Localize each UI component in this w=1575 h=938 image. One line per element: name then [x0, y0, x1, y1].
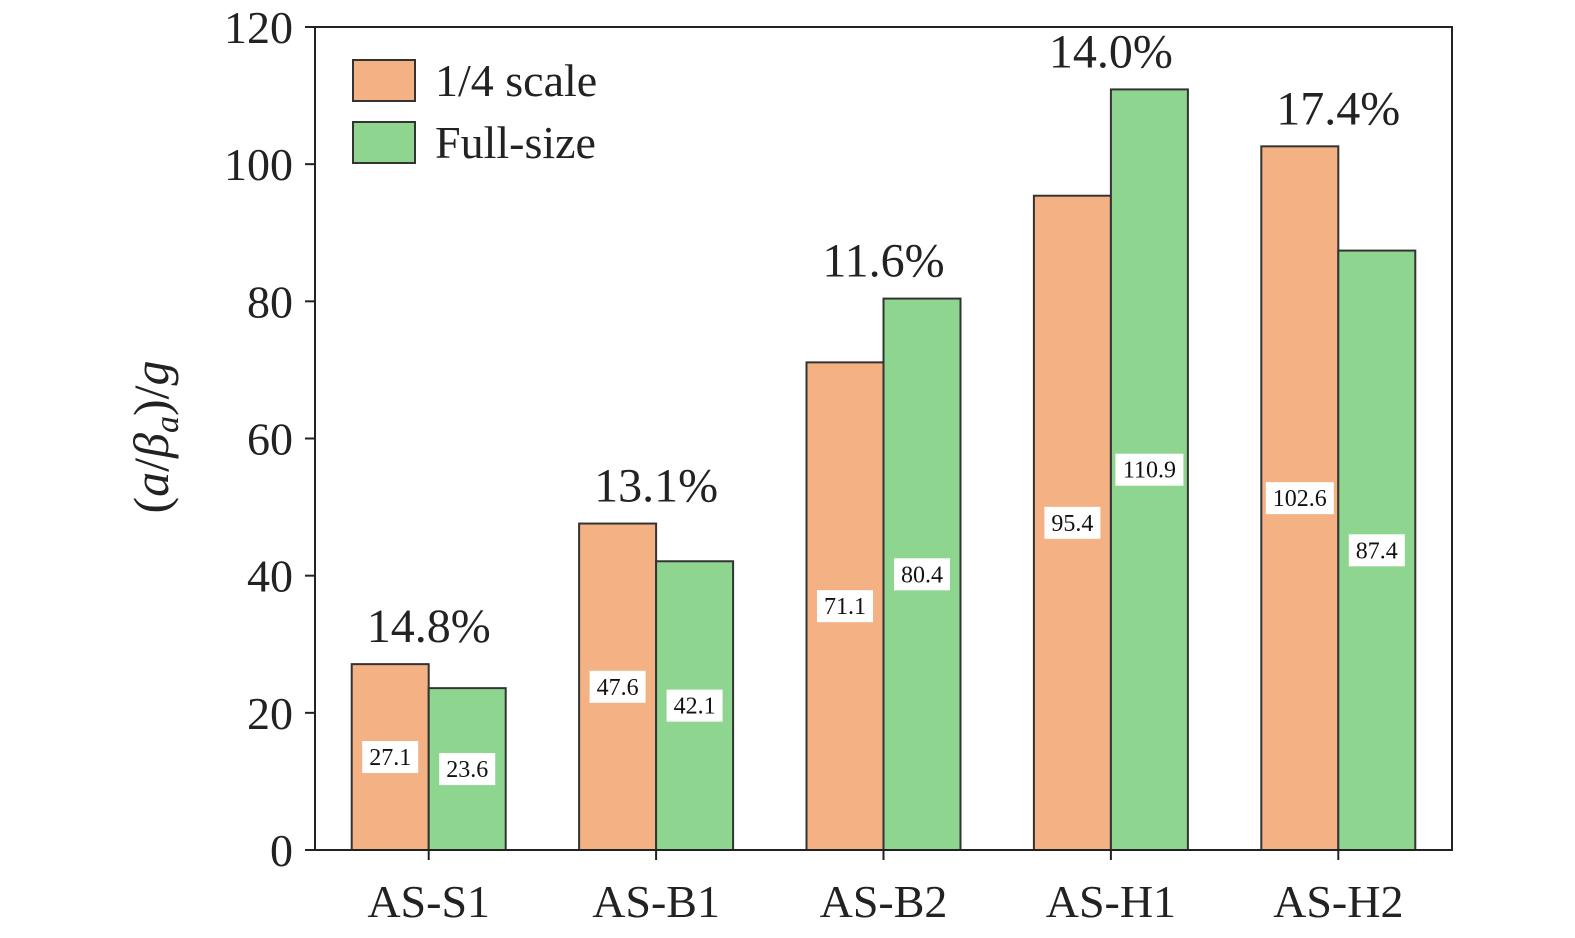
- y-tick-label-0: 0: [270, 825, 293, 876]
- y-tick-label-120: 120: [224, 2, 293, 53]
- legend-label-quarter-scale: 1/4 scale: [435, 55, 597, 106]
- data-label-full-size-as-b2: 80.4: [901, 562, 943, 588]
- data-label-box: [666, 689, 723, 722]
- y-tick-label-100: 100: [224, 139, 293, 190]
- data-label-quarter-scale-as-s1: 27.1: [369, 745, 411, 771]
- data-label-box: [1265, 482, 1334, 515]
- y-axis-label: (a/βa)/g: [123, 360, 186, 513]
- x-tick-label-as-s1: AS-S1: [367, 876, 490, 927]
- y-tick-label-40: 40: [247, 551, 293, 602]
- y-axis-label-slash-2: /: [123, 385, 179, 399]
- annotation-as-s1: 14.8%: [367, 600, 491, 653]
- y-tick-label-80: 80: [247, 276, 293, 327]
- legend-swatch-quarter-scale: [352, 59, 416, 102]
- bars-layer: [350, 88, 1417, 852]
- data-label-box: [589, 670, 646, 703]
- annotation-as-b2: 11.6%: [822, 235, 944, 288]
- data-label-quarter-scale-as-h2: 102.6: [1273, 486, 1327, 512]
- x-tick-label-as-h1: AS-H1: [1046, 876, 1176, 927]
- data-label-box: [439, 753, 496, 786]
- data-label-box: [1044, 506, 1101, 539]
- y-axis-label-g: g: [123, 360, 179, 385]
- legend-label-full-size: Full-size: [435, 117, 596, 168]
- x-tick-label-as-b2: AS-B2: [820, 876, 948, 927]
- y-axis-label-close-paren: ): [123, 399, 179, 416]
- annotation-as-b1: 13.1%: [594, 460, 718, 513]
- data-label-box: [894, 558, 950, 591]
- data-label-box: [817, 590, 873, 623]
- data-label-quarter-scale-as-b1: 47.6: [597, 675, 639, 701]
- x-tick-label-as-b1: AS-B1: [592, 876, 720, 927]
- data-label-full-size-as-s1: 23.6: [446, 757, 488, 783]
- data-label-full-size-as-h1: 110.9: [1123, 458, 1176, 484]
- data-label-box: [1348, 534, 1405, 567]
- data-label-full-size-as-b1: 42.1: [674, 694, 716, 720]
- data-label-quarter-scale-as-h1: 95.4: [1051, 511, 1093, 537]
- axes-layer: AS-S1 AS-B1 AS-B2 AS-H1 AS-H2 0 20 40 60 80 100 120: [224, 2, 1453, 927]
- y-tick-label-20: 20: [247, 688, 293, 739]
- legend-swatch-full-size: [352, 121, 416, 164]
- y-axis-label-beta: β: [123, 433, 179, 459]
- data-label-box: [362, 741, 419, 774]
- annotation-as-h1: 14.0%: [1049, 25, 1173, 78]
- y-axis-label-a: a: [123, 472, 179, 497]
- data-label-full-size-as-h2: 87.4: [1356, 538, 1398, 564]
- annotation-as-h2: 17.4%: [1276, 82, 1400, 135]
- y-axis-label-open-paren: (: [123, 497, 179, 514]
- y-axis-label-subscript: a: [149, 416, 186, 433]
- legend: 1/4 scale Full-size: [352, 55, 597, 168]
- data-labels-layer: 27.1 23.6 14.8% 47.6 42.1 13.1% 71.1 80.4 11.6% 9…: [362, 25, 1405, 786]
- x-tick-label-as-h2: AS-H2: [1273, 876, 1403, 927]
- y-axis-label-slash: /: [123, 458, 179, 472]
- data-label-quarter-scale-as-b2: 71.1: [824, 594, 866, 620]
- data-label-box: [1115, 453, 1184, 486]
- y-tick-label-60: 60: [247, 414, 293, 465]
